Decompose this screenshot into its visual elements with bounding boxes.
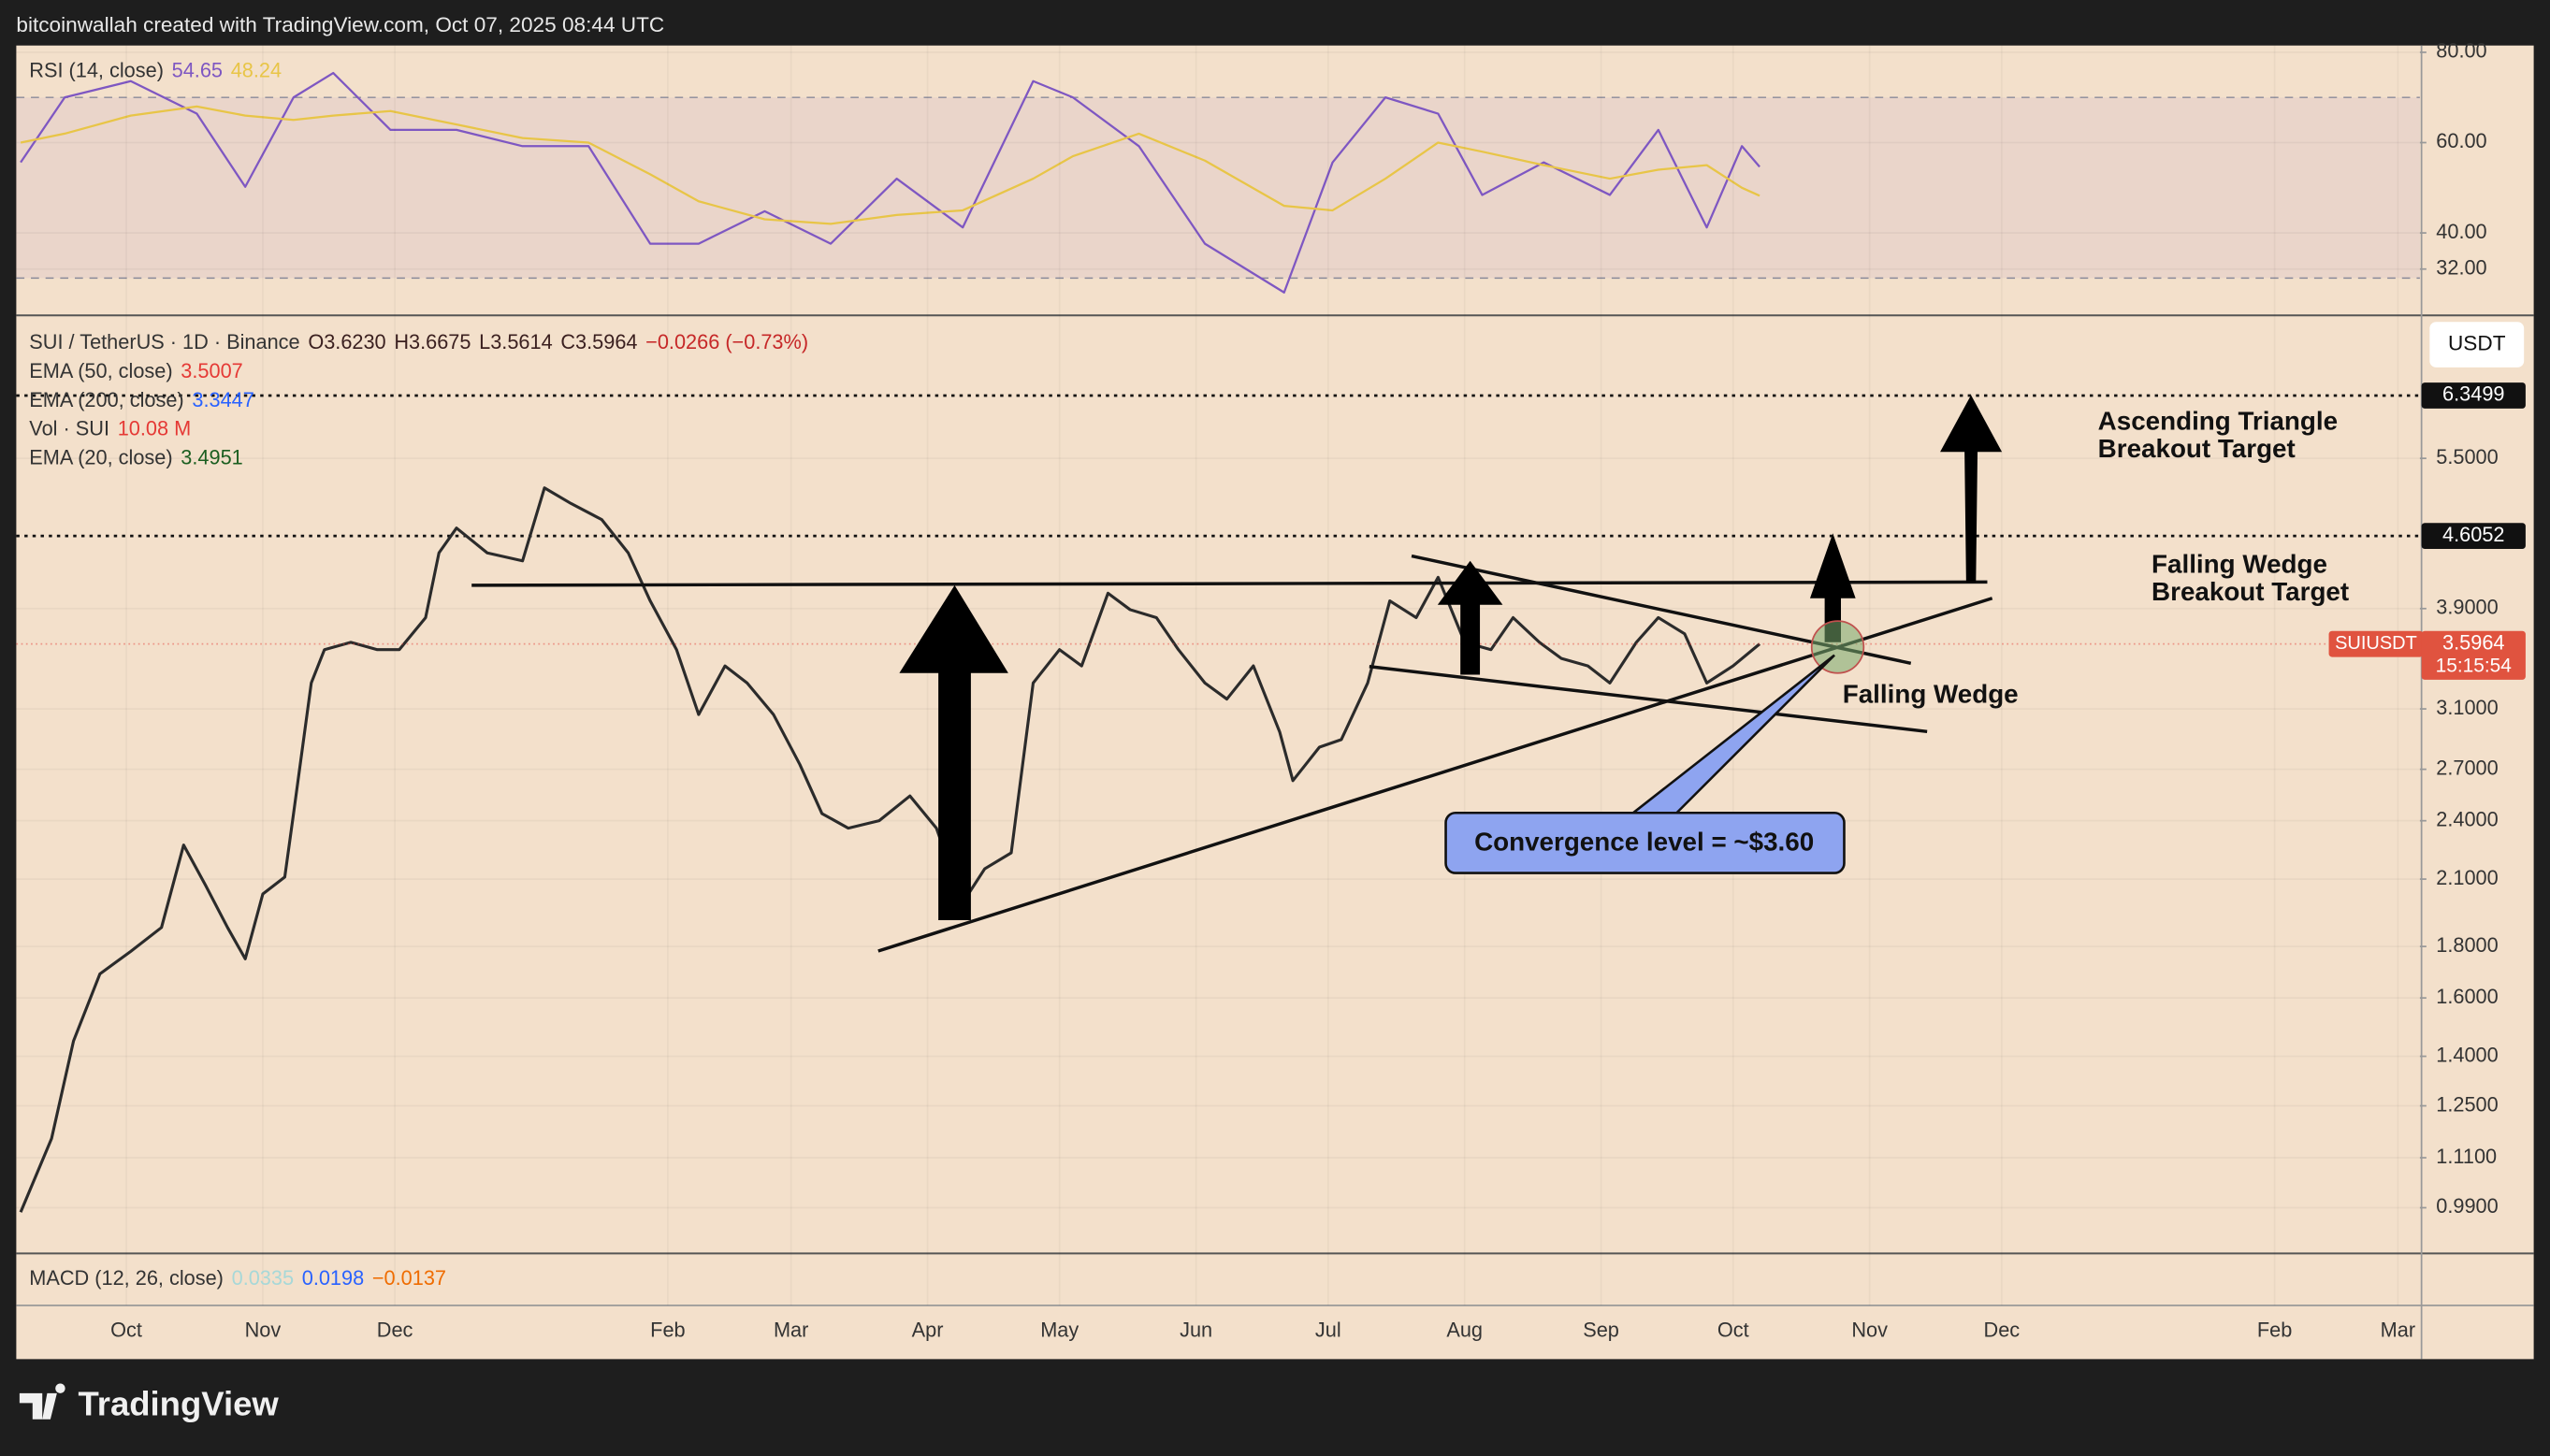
currency-label[interactable]: USDT — [2448, 332, 2506, 355]
wedge-lower — [1369, 665, 1928, 734]
y-tick-label: 2.4000 — [2436, 807, 2498, 830]
legend-item: EMA (200, close) — [29, 388, 183, 411]
callout-box — [1444, 811, 1846, 874]
legend-item: Vol · SUI — [29, 416, 109, 440]
level-box — [2421, 382, 2526, 409]
legend-item: SUI / TetherUS · 1D · Binance — [29, 330, 299, 353]
y-tick-label: 1.2500 — [2436, 1092, 2498, 1116]
callout-text: Convergence level = ~$3.60 — [1474, 828, 1814, 857]
annotation: Breakout Target — [2152, 577, 2349, 606]
y-tick-label: 0.9900 — [2436, 1194, 2498, 1218]
logo: TradingView — [19, 1383, 279, 1422]
x-tick-label: May — [1040, 1319, 1079, 1342]
legend-item: 0.0198 — [302, 1266, 364, 1290]
y-tick-label: 32.00 — [2436, 255, 2486, 279]
legend: MACD (12, 26, close) 0.0335 0.0198 −0.0137 — [29, 1266, 446, 1290]
legend-item: C3.5964 — [560, 330, 637, 353]
arrow — [1809, 533, 1856, 642]
legend: Vol · SUI 10.08 M — [29, 416, 191, 440]
legend: RSI (14, close) 54.65 48.24 — [29, 58, 282, 81]
y-tick-label: 80.00 — [2436, 39, 2486, 63]
annotations: Convergence level = ~$3.60 Ascending Tri… — [471, 395, 2349, 953]
last-price-box — [2421, 630, 2526, 680]
logo-icon — [19, 1383, 65, 1420]
x-tick-label: Dec — [377, 1319, 413, 1342]
level-label: 4.6052 — [2442, 523, 2504, 546]
chart-area — [16, 45, 2534, 1360]
last-price-label: 3.5964 — [2442, 630, 2504, 654]
legend: EMA (50, close) 3.5007 — [29, 359, 242, 382]
y-tick-label: 2.7000 — [2436, 756, 2498, 779]
x-tick-label: Mar — [2381, 1319, 2415, 1342]
legend-item: 54.65 — [172, 58, 223, 81]
y-tick-label: 40.00 — [2436, 220, 2486, 243]
level-box — [2421, 523, 2526, 550]
y-tick-label: 1.1100 — [2436, 1145, 2497, 1168]
series-line — [20, 71, 1760, 294]
convergence-point — [1810, 620, 1865, 674]
legend-item: MACD (12, 26, close) — [29, 1266, 224, 1290]
attribution: bitcoinwallah created with TradingView.c… — [16, 13, 664, 36]
x-tick-label: Jun — [1180, 1319, 1212, 1342]
legend-item: O3.6230 — [308, 330, 385, 353]
level-label: 6.3499 — [2442, 382, 2504, 406]
legend-item: RSI (14, close) — [29, 58, 164, 81]
y-tick-label: 5.5000 — [2436, 445, 2498, 469]
legend-item: 10.08 M — [118, 416, 191, 440]
x-tick-label: Apr — [912, 1319, 944, 1342]
legend: EMA (200, close) 3.3447 — [29, 388, 254, 411]
y-tick-label: 60.00 — [2436, 129, 2486, 152]
series-line — [20, 105, 1760, 225]
legend-item: 3.5007 — [181, 359, 242, 382]
legend-item: L3.5614 — [479, 330, 553, 353]
x-tick-label: Dec — [1984, 1319, 2021, 1342]
legend-item: H3.6675 — [394, 330, 471, 353]
last-price-symbol: SUIUSDT — [2335, 633, 2417, 654]
x-tick-label: Nov — [1851, 1319, 1888, 1342]
arrow — [1437, 560, 1503, 675]
legend-item: −0.0266 (−0.73%) — [645, 330, 808, 353]
x-tick-label: Nov — [245, 1319, 282, 1342]
legend-item: −0.0137 — [372, 1266, 446, 1290]
y-tick-label: 1.8000 — [2436, 933, 2498, 957]
annotation: Falling Wedge — [2152, 549, 2327, 578]
legend-item: 3.4951 — [181, 445, 242, 469]
x-tick-label: Feb — [650, 1319, 685, 1342]
legend: EMA (20, close) 3.4951 — [29, 445, 242, 469]
legend-item: EMA (50, close) — [29, 359, 172, 382]
y-tick-label: 1.6000 — [2436, 985, 2498, 1008]
x-tick-label: Oct — [1717, 1319, 1749, 1342]
x-tick-label: Sep — [1583, 1319, 1619, 1342]
x-tick-label: Aug — [1446, 1319, 1483, 1342]
legend-item: 48.24 — [231, 58, 282, 81]
x-tick-label: Jul — [1315, 1319, 1341, 1342]
legend: SUI / TetherUS · 1D · Binance O3.6230 H3.6… — [29, 330, 808, 353]
arrow — [1940, 395, 2003, 583]
y-tick-label: 2.1000 — [2436, 866, 2498, 889]
y-tick-label: 3.9000 — [2436, 596, 2498, 619]
y-tick-label: 3.1000 — [2436, 696, 2498, 719]
y-tick-label: 1.4000 — [2436, 1043, 2498, 1066]
annotation: Ascending Triangle — [2098, 406, 2338, 435]
support-line — [877, 597, 1993, 953]
arrow — [899, 584, 1008, 920]
x-tick-label: Oct — [110, 1319, 142, 1342]
x-tick-label: Mar — [774, 1319, 808, 1342]
countdown: 15:15:54 — [2436, 656, 2512, 677]
legend-item: 3.3447 — [192, 388, 254, 411]
annotation: Falling Wedge — [1843, 679, 2019, 708]
currency-button — [2429, 322, 2525, 368]
neckline — [471, 580, 1988, 587]
annotation: Breakout Target — [2098, 434, 2296, 463]
legend-item: 0.0335 — [232, 1266, 294, 1290]
legend-item: EMA (20, close) — [29, 445, 172, 469]
x-tick-label: Feb — [2257, 1319, 2292, 1342]
last-price-box — [2328, 630, 2424, 657]
logo-text: TradingView — [78, 1384, 279, 1422]
rsi-band — [16, 97, 2420, 279]
